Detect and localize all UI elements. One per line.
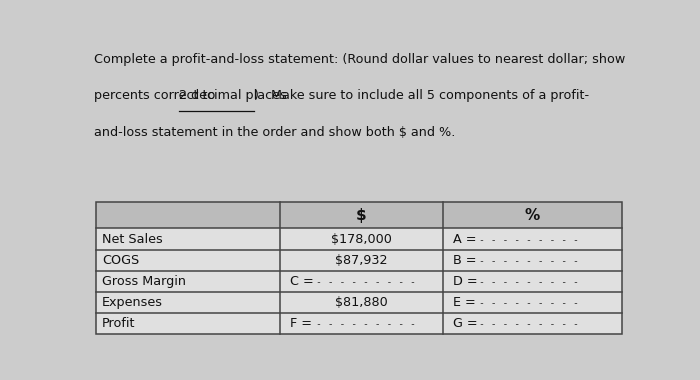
- Text: - - - - - - - - -: - - - - - - - - -: [316, 320, 416, 329]
- Text: %: %: [525, 208, 540, 223]
- Text: D =: D =: [453, 275, 481, 288]
- Text: - - - - - - - - -: - - - - - - - - -: [479, 256, 578, 266]
- Text: - - - - - - - - -: - - - - - - - - -: [479, 320, 578, 329]
- Text: Expenses: Expenses: [102, 296, 163, 309]
- Text: $178,000: $178,000: [331, 233, 392, 245]
- Text: B =: B =: [453, 253, 480, 267]
- Text: and-loss statement in the order and show both $ and %.: and-loss statement in the order and show…: [94, 126, 456, 139]
- Text: - - - - - - - - -: - - - - - - - - -: [316, 277, 416, 287]
- Text: Complete a profit-and-loss statement: (Round dollar values to nearest dollar; sh: Complete a profit-and-loss statement: (R…: [94, 53, 625, 66]
- Text: $: $: [356, 208, 367, 223]
- Text: C =: C =: [290, 275, 318, 288]
- Text: - - - - - - - - -: - - - - - - - - -: [479, 298, 578, 309]
- Text: - - - - - - - - -: - - - - - - - - -: [479, 277, 578, 287]
- Text: A =: A =: [453, 233, 480, 245]
- Text: Profit: Profit: [102, 317, 136, 330]
- Text: E =: E =: [453, 296, 480, 309]
- Text: COGS: COGS: [102, 253, 139, 267]
- Text: ).  Make sure to include all 5 components of a profit-: ). Make sure to include all 5 components…: [253, 90, 589, 103]
- Bar: [96, 202, 622, 334]
- Text: - - - - - - - - -: - - - - - - - - -: [479, 235, 578, 245]
- Text: F =: F =: [290, 317, 316, 330]
- Text: G =: G =: [453, 317, 481, 330]
- Bar: [96, 202, 622, 334]
- Text: Gross Margin: Gross Margin: [102, 275, 186, 288]
- Text: $87,932: $87,932: [335, 253, 388, 267]
- Text: 2 decimal places: 2 decimal places: [178, 90, 286, 103]
- Text: $81,880: $81,880: [335, 296, 388, 309]
- Text: percents correct to: percents correct to: [94, 90, 219, 103]
- Bar: [96, 202, 622, 228]
- Text: Net Sales: Net Sales: [102, 233, 163, 245]
